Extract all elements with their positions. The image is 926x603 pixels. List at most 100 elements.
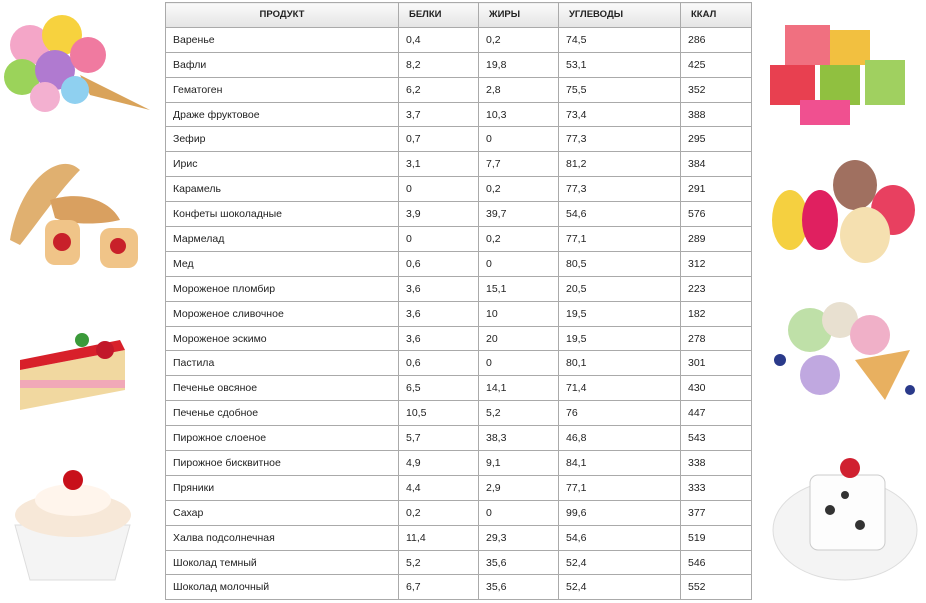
value-cell: 99,6: [558, 499, 681, 526]
value-cell: 11,4: [398, 524, 479, 551]
jelly-candy-image: [770, 25, 905, 125]
table-body: Варенье 0,4 0,2 74,5 286 Вафли 8,2 19,8 53,1 425 Г…: [165, 26, 752, 601]
value-cell: 0: [398, 226, 479, 252]
value-cell: 0: [478, 126, 559, 153]
value-cell: 0: [478, 250, 559, 277]
value-cell: 312: [680, 250, 752, 277]
product-cell: Драже фруктовое: [165, 101, 399, 128]
value-cell: 10,5: [398, 400, 479, 427]
value-cell: 71,4: [558, 375, 681, 402]
value-cell: 20,5: [558, 275, 681, 302]
product-cell: Шоколад темный: [165, 549, 399, 576]
value-cell: 53,1: [558, 51, 681, 78]
value-cell: 80,5: [558, 250, 681, 277]
value-cell: 0: [478, 499, 559, 526]
value-cell: 182: [680, 300, 752, 327]
value-cell: 425: [680, 51, 752, 78]
product-cell: Пастила: [165, 350, 399, 377]
ice-cream-image: [4, 15, 150, 112]
table-row: Мороженое пломбир 3,6 15,1 20,5 223: [165, 275, 752, 302]
value-cell: 2,8: [478, 76, 559, 103]
table-row: Ирис 3,1 7,7 81,2 384: [165, 151, 752, 178]
ice-cream-cups-image: [774, 302, 915, 400]
table-row: Пирожное бисквитное 4,9 9,1 84,1 338: [165, 450, 752, 476]
product-cell: Печенье сдобное: [165, 400, 399, 427]
value-cell: 333: [680, 474, 752, 501]
value-cell: 3,1: [398, 151, 479, 178]
value-cell: 3,6: [398, 275, 479, 302]
header-cell: ПРОДУКТ: [165, 2, 399, 28]
table-row: Карамель 0 0,2 77,3 291: [165, 176, 752, 203]
value-cell: 20: [478, 325, 559, 352]
table-row: Сахар 0,2 0 99,6 377: [165, 499, 752, 526]
product-cell: Мед: [165, 250, 399, 277]
value-cell: 0,6: [398, 250, 479, 277]
value-cell: 8,2: [398, 51, 479, 78]
value-cell: 46,8: [558, 425, 681, 452]
value-cell: 388: [680, 101, 752, 128]
value-cell: 5,2: [398, 549, 479, 576]
value-cell: 7,7: [478, 151, 559, 178]
table-row: Мармелад 0 0,2 77,1 289: [165, 226, 752, 252]
product-cell: Вафли: [165, 51, 399, 78]
value-cell: 295: [680, 126, 752, 153]
product-cell: Халва подсолнечная: [165, 524, 399, 551]
table-row: Пряники 4,4 2,9 77,1 333: [165, 474, 752, 501]
value-cell: 447: [680, 400, 752, 427]
value-cell: 0: [478, 350, 559, 377]
value-cell: 19,5: [558, 300, 681, 327]
table-row: Зефир 0,7 0 77,3 295: [165, 126, 752, 153]
product-cell: Печенье овсяное: [165, 375, 399, 402]
table-row: Драже фруктовое 3,7 10,3 73,4 388: [165, 101, 752, 128]
product-cell: Мороженое пломбир: [165, 275, 399, 302]
product-cell: Конфеты шоколадные: [165, 201, 399, 228]
value-cell: 9,1: [478, 450, 559, 476]
value-cell: 3,6: [398, 325, 479, 352]
value-cell: 4,9: [398, 450, 479, 476]
value-cell: 75,5: [558, 76, 681, 103]
value-cell: 10,3: [478, 101, 559, 128]
value-cell: 543: [680, 425, 752, 452]
value-cell: 0,2: [478, 226, 559, 252]
value-cell: 576: [680, 201, 752, 228]
value-cell: 14,1: [478, 375, 559, 402]
value-cell: 77,3: [558, 176, 681, 203]
product-cell: Пирожное слоеное: [165, 425, 399, 452]
value-cell: 519: [680, 524, 752, 551]
header-cell: ККАЛ: [680, 2, 752, 28]
value-cell: 39,7: [478, 201, 559, 228]
value-cell: 5,7: [398, 425, 479, 452]
product-cell: Гематоген: [165, 76, 399, 103]
value-cell: 6,5: [398, 375, 479, 402]
value-cell: 76: [558, 400, 681, 427]
value-cell: 54,6: [558, 201, 681, 228]
value-cell: 0,7: [398, 126, 479, 153]
cake-plate-image: [772, 458, 918, 581]
value-cell: 84,1: [558, 450, 681, 476]
value-cell: 0,2: [478, 176, 559, 203]
product-cell: Пирожное бисквитное: [165, 450, 399, 476]
header-cell: УГЛЕВОДЫ: [558, 2, 681, 28]
value-cell: 77,1: [558, 474, 681, 501]
value-cell: 74,5: [558, 26, 681, 53]
value-cell: 80,1: [558, 350, 681, 377]
value-cell: 19,8: [478, 51, 559, 78]
value-cell: 6,7: [398, 574, 479, 601]
table-row: Конфеты шоколадные 3,9 39,7 54,6 576: [165, 201, 752, 228]
value-cell: 430: [680, 375, 752, 402]
table-row: Халва подсолнечная 11,4 29,3 54,6 519: [165, 524, 752, 551]
value-cell: 377: [680, 499, 752, 526]
table-row: Шоколад темный 5,2 35,6 52,4 546: [165, 549, 752, 576]
product-cell: Варенье: [165, 26, 399, 53]
value-cell: 286: [680, 26, 752, 53]
value-cell: 2,9: [478, 474, 559, 501]
product-cell: Мороженое сливочное: [165, 300, 399, 327]
table-row: Мороженое сливочное 3,6 10 19,5 182: [165, 300, 752, 327]
product-cell: Мороженое эскимо: [165, 325, 399, 352]
product-cell: Карамель: [165, 176, 399, 203]
value-cell: 38,3: [478, 425, 559, 452]
croissant-image: [10, 163, 138, 268]
table-row: Гематоген 6,2 2,8 75,5 352: [165, 76, 752, 103]
value-cell: 81,2: [558, 151, 681, 178]
